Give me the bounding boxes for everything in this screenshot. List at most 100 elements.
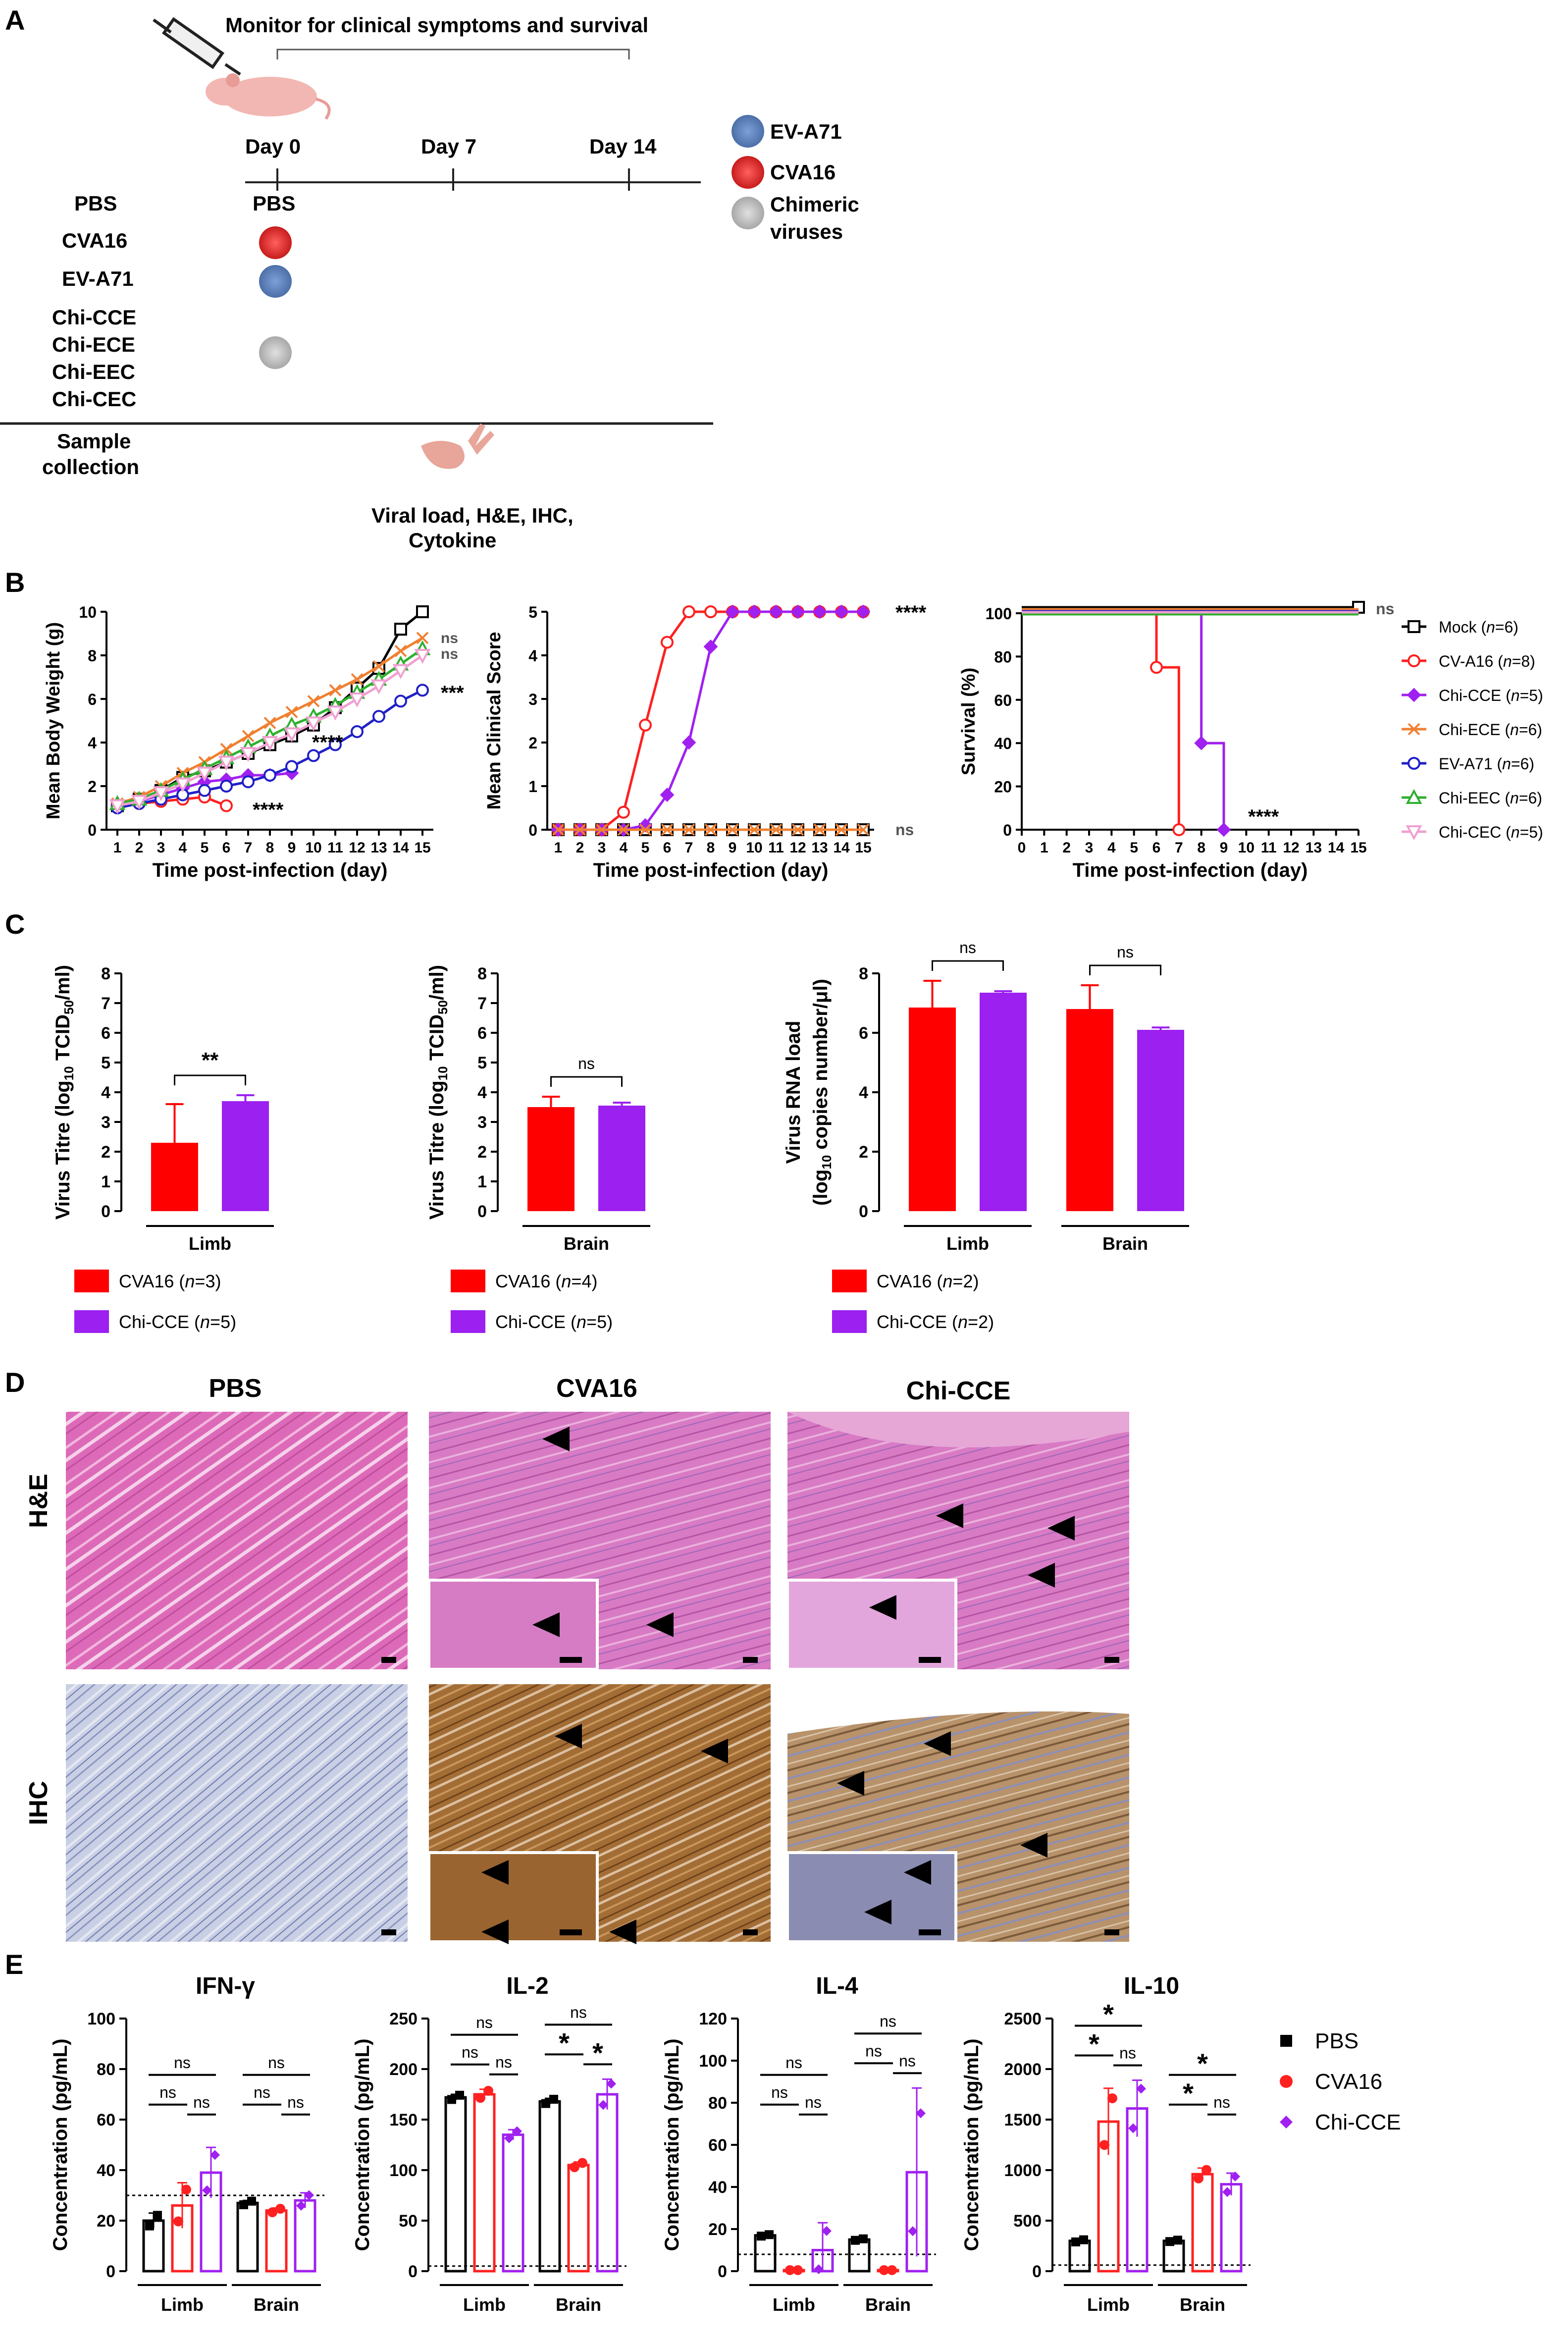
data-point [1136,2083,1146,2094]
panel-label-d: D [5,1367,25,1398]
data-point [1408,723,1420,736]
scale-bar [919,1657,941,1663]
limb-titre-chart: 0 1 2 3 4 5 6 7 8 ** Limb CVA16 (n=3) Chi-CCE (n=5) V… [52,964,274,1333]
y-axis-title: Virus Titre (log10 TCID50/ml) [52,965,76,1220]
scale-bar [381,1657,396,1663]
y-tick-label: 20 [97,2212,115,2231]
group-label: Limb [463,2294,506,2315]
data-point [748,823,761,836]
legend-item-chi-ece: Chi-ECE (n=6) [1402,721,1542,739]
y-axis-title: Mean Clinical Score [484,632,505,809]
significance-label: * [1103,1998,1114,2029]
annotation-stars: *** [441,682,464,704]
y-tick-label: 0 [528,821,537,839]
significance-label: ns [159,2083,176,2101]
data-point [414,649,431,664]
ifn-gamma-chart: IFN-γ 0 20 40 60 80 100 Concentration (pg/mL) ns… [50,1973,324,2315]
legend-n-symbol: n [1511,687,1520,704]
day-7-label: Day 7 [421,135,476,158]
y-tick-label: 200 [389,2060,418,2079]
legend-n-symbol: n [561,1271,571,1291]
x-tick-label: 7 [1175,840,1183,856]
data-point [351,673,364,686]
data-point [198,784,211,797]
x-tick-label: 10 [305,840,321,856]
legend-item-chi-eec: Chi-EEC (n=6) [1402,789,1542,807]
x-tick-label: 3 [598,840,606,856]
legend-n-value: =8) [1512,652,1535,670]
legend-swatch-cva16 [451,1270,485,1292]
y-tick-label: 60 [994,692,1012,709]
cva16-virus-icon [259,226,292,259]
legend-n-value: =5) [1520,823,1543,841]
data-point [1222,2187,1232,2197]
data-point [174,777,191,793]
bar-cva16-limb [151,1143,198,1211]
legend-n-value: =2) [968,1312,994,1332]
data-point [1202,2165,1211,2175]
data-point [577,2158,587,2168]
x-tick-label: 8 [1197,840,1205,856]
he-pbs-image [66,1412,408,1669]
assay-label-2: Cytokine [409,529,496,552]
significance-bracket [932,960,1004,971]
data-point [682,823,695,836]
data-point [247,2196,256,2206]
legend-label: Chi-ECE (n=6) [1439,721,1542,739]
data-point [394,694,407,708]
he-scale-bars [381,1657,1119,1663]
x-tick-label: 11 [1261,840,1277,856]
group-chiece: Chi-ECE [52,333,135,356]
data-point [908,2226,918,2236]
x-tick-label: 11 [768,840,784,856]
data-point [703,639,718,654]
y-axis-title-part: TCID [52,1014,74,1066]
y-tick-label: 3 [101,1113,110,1132]
data-point [606,2078,616,2089]
x-tick-label: 6 [222,840,231,856]
y-axis-title-part: (log [810,1170,832,1206]
x-tick-label: 8 [266,840,274,856]
data-point [785,2265,795,2275]
significance-label: ns [805,2093,822,2111]
x-tick-label: 13 [1306,840,1322,856]
data-point [1407,688,1421,702]
x-tick-label: 9 [729,840,737,856]
arrow-icon [1047,1516,1075,1541]
data-point [916,2108,926,2119]
significance-label: ns [570,2003,587,2021]
data-point [220,780,233,793]
significance-bracket [174,1074,246,1085]
data-point [307,749,320,762]
x-tick-label: 6 [663,840,672,856]
data-point [307,694,320,707]
y-tick-label: 0 [1032,2262,1042,2281]
data-point [242,775,255,789]
data-point [1216,822,1231,837]
ihc-pbs-image [66,1684,408,1942]
legend-label: Mock (n=6) [1439,618,1518,636]
data-point [242,730,255,743]
y-tick-label: 250 [389,2010,418,2028]
y-axis-title: Concentration (pg/mL) [352,2039,373,2251]
y-axis-title-subscript: 10 [435,1066,450,1080]
data-point [814,2264,824,2275]
arrow-icon [864,1900,891,1924]
x-tick-label: 4 [1107,840,1116,856]
legend-item-chi-cce: Chi-CCE (n=5) [1402,687,1543,704]
bar-chi-cce-brain [1220,2183,1243,2273]
series-chi-cce [551,604,871,837]
significance-bracket [550,1076,623,1087]
y-tick-label: 7 [101,994,110,1013]
data-point [856,604,871,619]
series-line [1022,612,1180,830]
y-axis-title: Survival (%) [958,668,979,776]
group-pbs: PBS [74,192,117,215]
y-tick-label: 7 [477,994,487,1013]
bar-chi-cce-brain [598,1106,645,1211]
row-he: H&E [24,1474,53,1528]
bar-cva16-brain [567,2164,590,2273]
data-point [549,2094,558,2104]
column-cva16: CVA16 [556,1374,637,1403]
y-axis-title-2: (log10 copies number/μl) [810,979,834,1206]
